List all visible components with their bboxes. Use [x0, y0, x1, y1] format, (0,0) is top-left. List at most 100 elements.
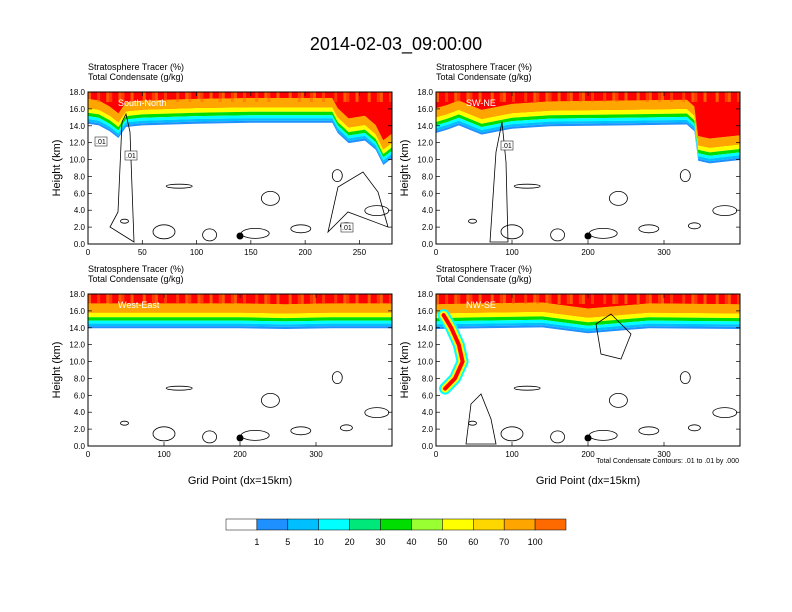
- tracer-streak: [445, 92, 449, 102]
- tracer-streak: [255, 92, 259, 102]
- x-tick-label: 300: [309, 450, 323, 459]
- contour-cell: [679, 169, 691, 183]
- tracer-streak: [512, 92, 515, 102]
- y-tick-label: 12.0: [69, 139, 85, 148]
- tracer-streak: [545, 92, 549, 102]
- y-tick-label: 0.0: [74, 240, 86, 249]
- y-tick-label: 8.0: [74, 172, 86, 181]
- colorbar-cell: [380, 518, 412, 531]
- tracer-cap: [436, 92, 740, 139]
- panel-label: West-East: [118, 300, 160, 310]
- y-tick-label: 2.0: [74, 223, 86, 232]
- tracer-streak: [736, 92, 740, 102]
- tracer-streak: [276, 294, 280, 304]
- tracer-streak: [367, 294, 371, 304]
- colorbar-cell: [442, 518, 474, 531]
- contour-label: .01: [126, 153, 136, 160]
- panel-title-line-1: Stratosphere Tracer (%): [88, 62, 184, 72]
- panel-title-line-2: Total Condensate (g/kg): [436, 72, 532, 82]
- tracer-streak: [645, 294, 649, 304]
- x-tick-label: 0: [86, 248, 91, 257]
- x-tick-label: 100: [190, 248, 204, 257]
- tracer-streak: [388, 294, 392, 304]
- y-tick-label: 4.0: [422, 206, 434, 215]
- colorbar-cell: [256, 518, 289, 531]
- tracer-streak: [185, 294, 189, 304]
- y-tick-label: 10.0: [69, 156, 85, 165]
- tracer-streak: [230, 92, 234, 102]
- x-tick-label: 200: [581, 248, 595, 257]
- colorbar-label: 1: [254, 537, 259, 547]
- contour-cell: [500, 426, 524, 442]
- tracer-streak: [624, 294, 628, 304]
- contour-cell: [165, 385, 193, 391]
- tracer-streak: [197, 92, 201, 102]
- colorbar-cell: [318, 518, 350, 531]
- tracer-streak: [288, 92, 292, 102]
- y-axis-label: Height (km): [51, 140, 63, 197]
- y-tick-label: 0.0: [422, 442, 434, 451]
- contour-cell: [550, 228, 565, 242]
- tracer-streak: [736, 294, 740, 304]
- tracer-streak: [151, 294, 155, 304]
- y-tick-label: 2.0: [422, 223, 434, 232]
- tracer-band-2: [436, 316, 740, 326]
- tracer-streak: [264, 92, 268, 102]
- tracer-streak: [524, 92, 528, 102]
- tracer-streak: [343, 92, 347, 102]
- tracer-streak: [367, 92, 371, 102]
- colorbar-label: 70: [499, 537, 509, 547]
- contour-cell: [688, 222, 701, 230]
- tracer-streak: [724, 294, 728, 304]
- tracer-streak: [142, 92, 146, 102]
- tracer-streak: [233, 294, 237, 304]
- contour-cell: [364, 205, 390, 217]
- plot-area: [436, 92, 740, 244]
- tracer-streak: [648, 294, 652, 304]
- tracer-streak: [645, 92, 649, 102]
- contour-cell: [152, 426, 176, 442]
- tracer-streak: [221, 92, 225, 102]
- contour-cell-upper: [595, 313, 632, 360]
- tracer-streak: [557, 92, 561, 102]
- contour-label-box: [124, 150, 138, 161]
- tracer-streak: [703, 92, 707, 102]
- contour-tower: [109, 112, 135, 243]
- tracer-streak: [312, 294, 316, 304]
- tracer-streak: [88, 92, 91, 102]
- tracer-streak: [566, 294, 570, 304]
- tracer-band-3: [436, 116, 740, 159]
- panel-title-line-2: Total Condensate (g/kg): [436, 274, 532, 284]
- tracer-streak: [130, 92, 134, 102]
- x-tick-label: 200: [233, 450, 247, 459]
- colorbar-cell: [473, 518, 505, 531]
- tracer-streak: [297, 294, 301, 304]
- tracer-streak: [578, 294, 582, 304]
- tracer-streak: [209, 294, 213, 304]
- contour-cell: [513, 385, 541, 391]
- tracer-band-1: [436, 311, 740, 323]
- contour-cell: [609, 190, 628, 206]
- y-tick-label: 14.0: [417, 324, 433, 333]
- tracer-streak: [478, 294, 482, 304]
- tracer-streak: [379, 294, 383, 304]
- tracer-streak: [454, 294, 458, 304]
- tracer-band-0: [436, 302, 740, 318]
- colorbar-cell: [411, 518, 443, 531]
- tracer-band-4: [436, 119, 740, 162]
- tracer-streak: [164, 92, 167, 102]
- colorbar-label: 20: [345, 537, 355, 547]
- plot-area: [88, 92, 392, 244]
- contour-cell: [468, 218, 477, 224]
- panel-west-east: Stratosphere Tracer (%)Total Condensate …: [51, 264, 393, 487]
- tracer-streak: [118, 92, 122, 102]
- contour-label: .01: [502, 143, 512, 150]
- tracer-streak: [578, 92, 582, 102]
- tracer-streak: [603, 294, 607, 304]
- contour-cell: [260, 190, 280, 206]
- tracer-streak: [118, 294, 122, 304]
- tracer-streak: [121, 92, 125, 102]
- contour-footnote: Total Condensate Contours: .01 to .01 by…: [596, 458, 739, 465]
- tracer-streak: [715, 294, 719, 304]
